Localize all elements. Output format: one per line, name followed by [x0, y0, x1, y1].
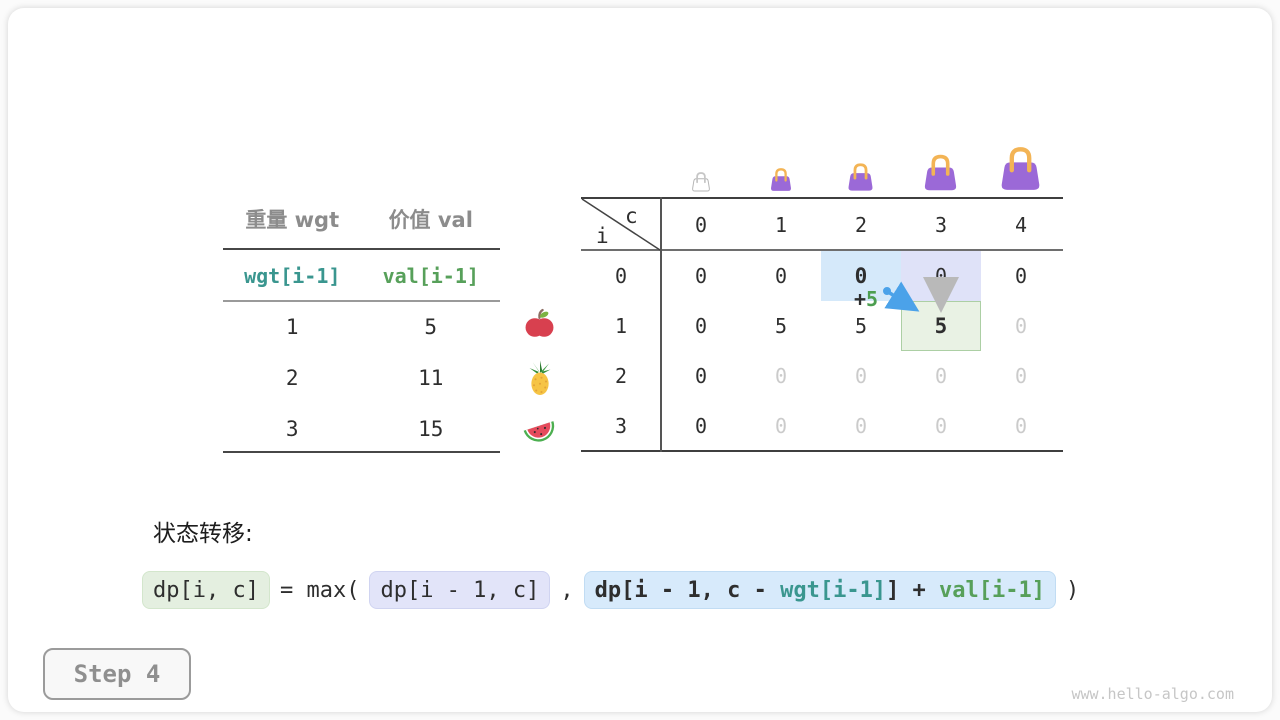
formula-lhs: dp[i, c]: [142, 571, 270, 609]
dp-table-bottom-rule: [581, 450, 1063, 452]
bag-icon-capacity-0: [692, 172, 710, 192]
plus-value: 5: [866, 287, 879, 311]
bag-icon-capacity-4: [1001, 147, 1040, 190]
dp-table-vertical-rule: [660, 197, 662, 452]
item-table-header: 重量 wgt 价值 val: [223, 204, 500, 234]
item-table-header-weight: 重量 wgt: [245, 208, 340, 232]
formula-arg-take: dp[i - 1, c - wgt[i-1]] + val[i-1]: [583, 571, 1057, 609]
dp-table-corner-diagonal: [581, 198, 661, 251]
dp-col-header-0: 0: [694, 213, 708, 237]
dp-cell-2-0: 0: [694, 364, 708, 388]
transition-arrows: [883, 277, 959, 313]
dp-corner-col-var: c: [625, 204, 638, 228]
dp-cell-1-3: 5: [934, 314, 948, 338]
item-1-value: 5: [424, 315, 438, 339]
bag-icon-capacity-1: [770, 168, 792, 191]
item-3-weight: 3: [285, 417, 299, 441]
dp-cell-1-0: 0: [694, 314, 708, 338]
formula-arg-take-wgt: wgt[i-1]: [780, 577, 887, 603]
item-table-top-rule: [223, 248, 500, 250]
dp-corner-row-var: i: [596, 224, 609, 248]
bag-icon-capacity-2: [848, 163, 873, 191]
plus-value-annotation: +5: [826, 287, 906, 311]
transition-formula: dp[i, c] = max( dp[i - 1, c] , dp[i - 1,…: [142, 570, 1079, 610]
dp-cell-0-2: 0: [854, 264, 868, 288]
dp-cell-3-3: 0: [934, 414, 948, 438]
dp-cell-0-0: 0: [694, 264, 708, 288]
formula-arg-take-p1: dp[i - 1, c -: [594, 577, 781, 603]
dp-col-header-1: 1: [774, 213, 788, 237]
dp-row-header-1: 1: [614, 314, 628, 338]
step-badge: Step 4: [43, 648, 191, 700]
dp-cell-1-2: 5: [854, 314, 868, 338]
dp-row-header-3: 3: [614, 414, 628, 438]
formula-eq-max: = max(: [279, 577, 360, 603]
plus-sign: +: [853, 287, 866, 311]
dp-cell-3-2: 0: [854, 414, 868, 438]
dp-cell-3-0: 0: [694, 414, 708, 438]
val-var-label: val[i-1]: [382, 264, 479, 288]
dp-row-header-0: 0: [614, 264, 628, 288]
dp-table-top-rule: [581, 197, 1063, 199]
dp-cell-2-2: 0: [854, 364, 868, 388]
watermelon-icon: [523, 421, 555, 442]
item-1-weight: 1: [285, 315, 299, 339]
dp-cell-3-1: 0: [774, 414, 788, 438]
dp-col-header-3: 3: [934, 213, 948, 237]
watermark: www.hello-algo.com: [1071, 685, 1234, 703]
dp-row-header-2: 2: [614, 364, 628, 388]
item-table-header-value: 价值 val: [388, 208, 473, 232]
item-row-2: 2 11: [223, 363, 500, 393]
formula-arg-skip: dp[i - 1, c]: [369, 571, 551, 609]
figure-card: 重量 wgt 价值 val wgt[i-1] val[i-1] 1 5 2 11…: [8, 8, 1272, 712]
item-table-bottom-rule: [223, 451, 500, 453]
dp-cell-2-1: 0: [774, 364, 788, 388]
dp-table-header-rule: [581, 249, 1063, 251]
dp-cell-2-3: 0: [934, 364, 948, 388]
dp-cell-1-4: 0: [1014, 314, 1028, 338]
formula-arg-take-val: val[i-1]: [939, 577, 1046, 603]
transition-label: 状态转移:: [153, 521, 253, 547]
formula-close-paren: ): [1066, 577, 1080, 603]
take-item-arrow: [883, 281, 920, 312]
dp-cell-0-1: 0: [774, 264, 788, 288]
pineapple-icon: [529, 360, 551, 395]
bag-icon-capacity-3: [924, 154, 957, 191]
item-row-1: 1 5: [223, 312, 500, 342]
dp-col-header-2: 2: [854, 213, 868, 237]
dp-cell-0-4: 0: [1014, 264, 1028, 288]
dp-cell-1-1: 5: [774, 314, 788, 338]
formula-comma: ,: [560, 577, 574, 603]
formula-arg-take-p2: ] +: [886, 577, 940, 603]
apple-icon: [525, 308, 554, 337]
dp-col-header-4: 4: [1014, 213, 1028, 237]
item-table-var-row: wgt[i-1] val[i-1]: [223, 261, 500, 291]
item-3-value: 15: [418, 417, 444, 441]
item-2-weight: 2: [285, 366, 299, 390]
item-2-value: 11: [418, 366, 444, 390]
item-row-3: 3 15: [223, 414, 500, 444]
wgt-var-label: wgt[i-1]: [244, 264, 341, 288]
dp-cell-2-4: 0: [1014, 364, 1028, 388]
dp-cell-3-4: 0: [1014, 414, 1028, 438]
item-table-mid-rule: [223, 300, 500, 302]
